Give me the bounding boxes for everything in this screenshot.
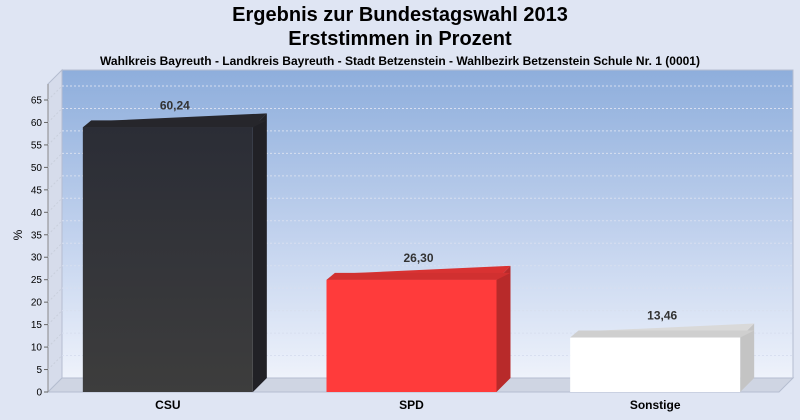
side-wall — [47, 68, 63, 394]
bar-front — [326, 279, 497, 392]
grid-line-side — [47, 197, 63, 213]
grid-line-side — [47, 265, 63, 281]
data-label: 26,30 — [403, 251, 433, 265]
grid-line-side — [47, 108, 63, 123]
y-tick-label: 15 — [31, 320, 43, 331]
y-axis-label: % — [11, 229, 25, 240]
bar-sonstige — [570, 323, 755, 392]
y-tick-label: 20 — [31, 298, 43, 309]
y-tick-label: 5 — [36, 365, 42, 376]
y-tick-label: 0 — [36, 388, 42, 399]
bar-spd — [326, 265, 511, 392]
bar-side — [740, 323, 755, 392]
bar-front — [82, 127, 253, 392]
y-tick-label: 30 — [31, 253, 43, 264]
x-tick-label: CSU — [155, 398, 180, 412]
data-label: 13,46 — [647, 309, 677, 323]
y-tick-label: 45 — [31, 185, 43, 196]
chart-subtitle-line: Erststimmen in Prozent — [288, 28, 512, 50]
grid-line-side — [47, 153, 63, 168]
bar-csu — [82, 113, 267, 392]
y-tick-label: 55 — [31, 140, 43, 151]
y-tick-label: 25 — [31, 275, 43, 286]
bar-side — [252, 113, 267, 392]
bar-top-face — [326, 272, 511, 280]
chart-subtitle: Wahlkreis Bayreuth - Landkreis Bayreuth … — [100, 54, 700, 68]
data-label: 60,24 — [160, 98, 190, 112]
y-tick-label: 35 — [31, 230, 43, 241]
grid-line-side — [47, 310, 63, 325]
grid-line-side — [47, 287, 63, 303]
x-tick-label: Sonstige — [630, 398, 681, 412]
bar-top-face — [570, 330, 755, 338]
bar-top-face — [82, 120, 267, 128]
y-tick-label: 60 — [31, 118, 43, 129]
y-tick-label: 50 — [31, 163, 43, 174]
y-tick-label: 40 — [31, 208, 43, 219]
grid-line-side — [47, 175, 63, 191]
grid-line-side — [47, 355, 63, 370]
y-tick-label: 65 — [31, 96, 43, 107]
grid-line-side — [47, 220, 63, 236]
y-tick-label: 10 — [31, 343, 43, 354]
grid-line-side — [47, 130, 63, 146]
grid-line-side — [47, 242, 63, 258]
x-tick-label: SPD — [399, 398, 424, 412]
grid-line-side — [47, 85, 63, 101]
grid-line-side — [47, 332, 63, 348]
bar-front — [570, 337, 741, 392]
chart-title: Ergebnis zur Bundestagswahl 2013 — [232, 4, 568, 26]
bar-side — [496, 265, 511, 392]
